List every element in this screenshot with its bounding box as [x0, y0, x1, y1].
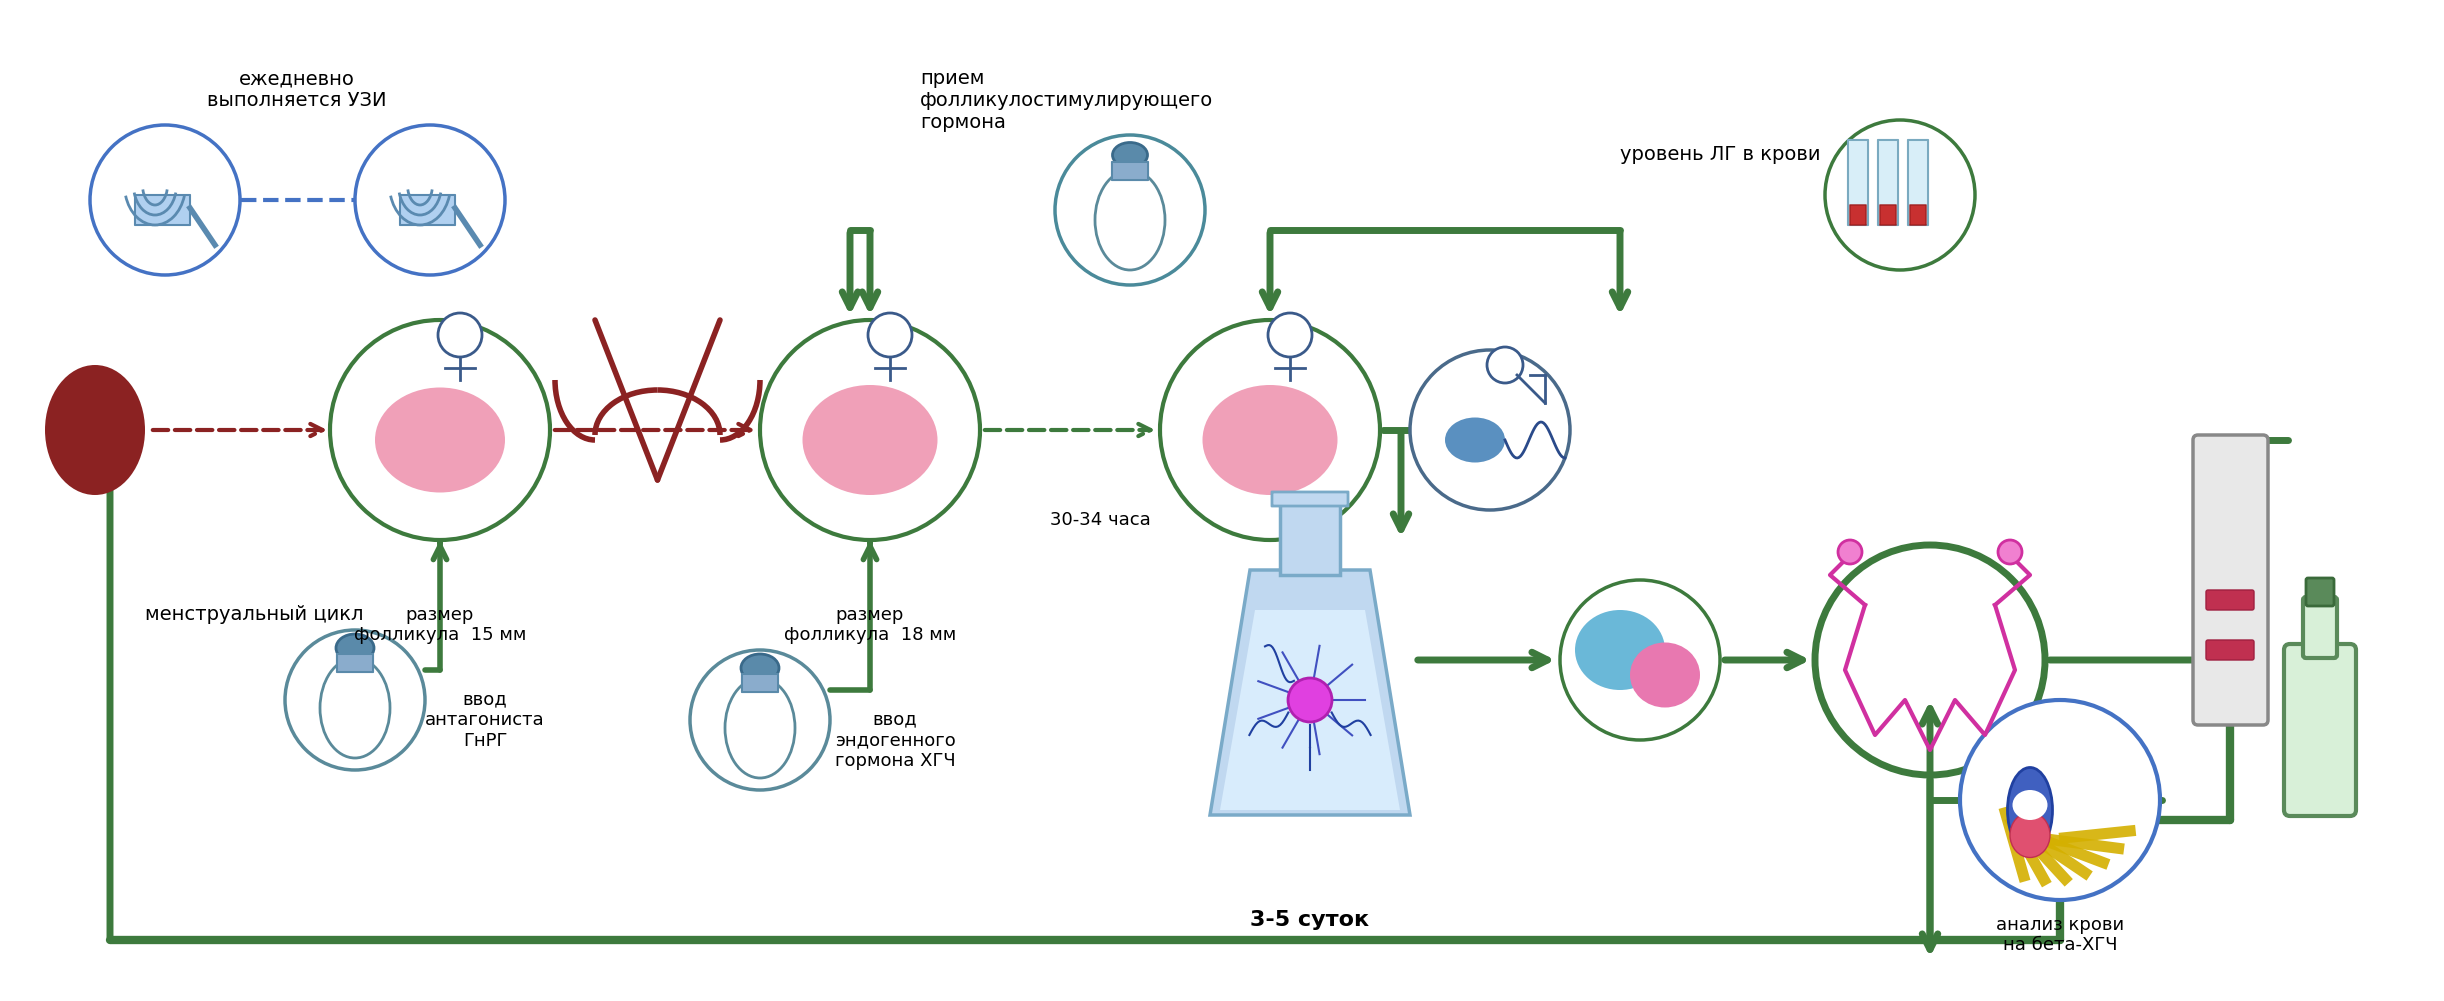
Circle shape	[1816, 545, 2046, 775]
Ellipse shape	[1095, 170, 1166, 270]
FancyBboxPatch shape	[1112, 162, 1149, 180]
Ellipse shape	[374, 387, 506, 492]
FancyBboxPatch shape	[401, 195, 455, 225]
Ellipse shape	[320, 658, 391, 758]
FancyBboxPatch shape	[1909, 140, 1928, 225]
Circle shape	[437, 313, 481, 357]
Circle shape	[90, 125, 240, 275]
Ellipse shape	[726, 678, 794, 778]
Circle shape	[286, 630, 425, 770]
Ellipse shape	[1444, 417, 1506, 462]
Ellipse shape	[335, 634, 374, 662]
FancyBboxPatch shape	[1271, 491, 1349, 507]
Circle shape	[1999, 540, 2021, 564]
FancyBboxPatch shape	[1877, 140, 1899, 225]
FancyBboxPatch shape	[1911, 205, 1926, 225]
Circle shape	[689, 650, 831, 790]
FancyBboxPatch shape	[2285, 644, 2356, 816]
Ellipse shape	[1630, 643, 1701, 708]
Text: 3-5 суток: 3-5 суток	[1251, 910, 1369, 930]
Ellipse shape	[44, 365, 144, 495]
Text: прием
фолликулостимулирующего
гормона: прием фолликулостимулирующего гормона	[919, 68, 1212, 131]
Circle shape	[1826, 120, 1975, 270]
Ellipse shape	[741, 654, 780, 682]
Circle shape	[1838, 540, 1862, 564]
Ellipse shape	[2009, 813, 2051, 858]
Text: менструальный цикл: менструальный цикл	[144, 606, 364, 625]
Ellipse shape	[1202, 385, 1337, 495]
Circle shape	[760, 320, 980, 540]
FancyBboxPatch shape	[2192, 435, 2268, 725]
Circle shape	[868, 313, 912, 357]
FancyBboxPatch shape	[337, 654, 374, 672]
Circle shape	[1056, 135, 1205, 285]
Polygon shape	[1220, 610, 1400, 810]
Text: размер
фолликула  15 мм: размер фолликула 15 мм	[354, 606, 525, 645]
Circle shape	[1410, 350, 1569, 510]
Ellipse shape	[1574, 610, 1664, 690]
Circle shape	[330, 320, 550, 540]
FancyBboxPatch shape	[1879, 205, 1897, 225]
Polygon shape	[1210, 570, 1410, 815]
FancyBboxPatch shape	[1850, 205, 1867, 225]
FancyBboxPatch shape	[1848, 140, 1867, 225]
Circle shape	[1268, 313, 1312, 357]
FancyBboxPatch shape	[2207, 590, 2253, 610]
Text: 30-34 часа: 30-34 часа	[1048, 511, 1151, 529]
Circle shape	[1559, 580, 1721, 740]
Text: анализ крови
на бета-ХГЧ: анализ крови на бета-ХГЧ	[1997, 916, 2124, 954]
Circle shape	[1288, 678, 1332, 722]
FancyBboxPatch shape	[1281, 500, 1339, 575]
Ellipse shape	[1112, 142, 1149, 167]
FancyBboxPatch shape	[134, 195, 191, 225]
Ellipse shape	[2011, 790, 2048, 820]
Text: ввод
антагониста
ГнРГ: ввод антагониста ГнРГ	[425, 691, 545, 750]
FancyBboxPatch shape	[2302, 597, 2336, 658]
FancyBboxPatch shape	[2307, 578, 2334, 606]
Text: ввод
эндогенного
гормона ХГЧ: ввод эндогенного гормона ХГЧ	[833, 710, 956, 770]
Circle shape	[1960, 700, 2160, 900]
FancyBboxPatch shape	[743, 674, 777, 692]
Text: размер
фолликула  18 мм: размер фолликула 18 мм	[785, 606, 956, 645]
Ellipse shape	[802, 385, 938, 495]
Text: ежедневно
выполняется УЗИ: ежедневно выполняется УЗИ	[208, 69, 386, 110]
Ellipse shape	[2007, 768, 2053, 853]
Circle shape	[354, 125, 506, 275]
Circle shape	[1486, 347, 1523, 383]
FancyBboxPatch shape	[2207, 640, 2253, 660]
Text: уровень ЛГ в крови: уровень ЛГ в крови	[1620, 145, 1821, 164]
Circle shape	[1161, 320, 1381, 540]
